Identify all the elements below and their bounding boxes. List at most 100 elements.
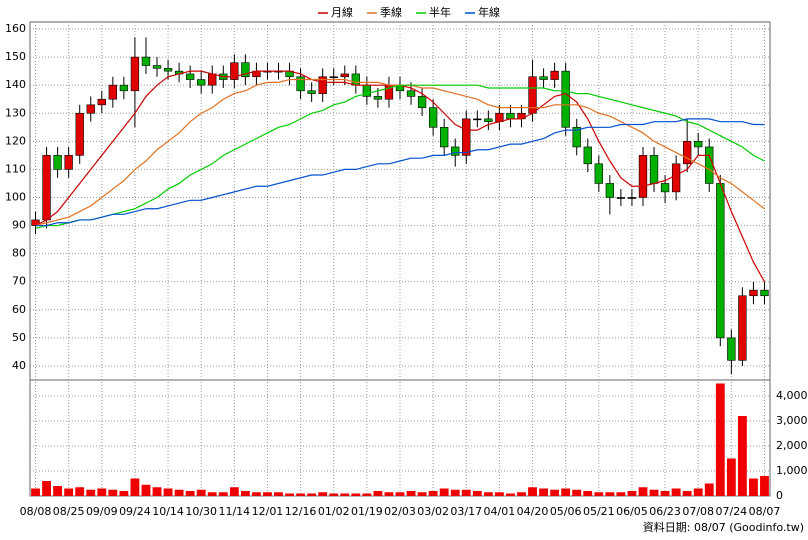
volume-bar — [461, 489, 471, 496]
candle-body — [506, 112, 515, 120]
candle-body — [307, 90, 316, 94]
x-tick-label: 09/09 — [86, 505, 118, 518]
y-tick-label: 90 — [12, 219, 26, 232]
y-tick-label: 160 — [5, 22, 26, 35]
candle-body — [373, 96, 383, 100]
moving-average-line — [35, 84, 765, 229]
volume-bar — [715, 383, 725, 496]
volume-bar — [572, 489, 582, 496]
x-tick-label: 07/24 — [715, 505, 747, 518]
volume-bar — [196, 489, 206, 496]
volume-bar — [274, 492, 283, 496]
x-tick-label: 08/07 — [749, 505, 781, 518]
x-tick-label: 03/17 — [450, 505, 482, 518]
legend-label: 月線 — [331, 5, 353, 19]
candle-body — [671, 163, 681, 193]
volume-bar — [31, 488, 40, 496]
volume-bar — [185, 491, 195, 496]
volume-bar — [417, 492, 427, 496]
candle-body — [75, 112, 84, 156]
y-tick-label: 60 — [12, 303, 26, 316]
volume-bar — [285, 493, 294, 496]
y-tick-label: 40 — [12, 359, 26, 372]
y-tick-label: 80 — [12, 247, 26, 260]
candle-body — [749, 289, 758, 297]
y-tick-label: 110 — [5, 162, 26, 175]
volume-bar — [483, 492, 493, 496]
candle-body — [694, 141, 703, 148]
candle-body — [550, 70, 559, 80]
volume-bar — [450, 489, 460, 496]
volume-bar — [340, 493, 350, 496]
x-tick-label: 02/03 — [384, 505, 416, 518]
candle-body — [649, 155, 659, 184]
volume-bar — [428, 491, 438, 496]
volume-bar — [97, 488, 107, 496]
candle-body — [340, 73, 349, 78]
candle-body — [428, 107, 438, 128]
volume-bar — [726, 458, 736, 496]
candle-body — [130, 56, 140, 92]
candle-body — [583, 146, 592, 165]
volume-bar — [351, 493, 361, 496]
volume-bar — [362, 493, 372, 496]
x-tick-label: 10/14 — [152, 505, 184, 518]
volume-bar — [384, 492, 394, 496]
y-tick-label: 120 — [5, 134, 26, 147]
y-tick-label: 150 — [5, 50, 26, 63]
y2-tick-label: 2,000 — [776, 439, 808, 452]
volume-bar — [439, 488, 449, 496]
candle-body — [616, 197, 626, 199]
volume-bar — [395, 492, 405, 496]
candle-body — [152, 65, 162, 69]
x-tick-label: 11/14 — [218, 505, 250, 518]
y2-tick-label: 0 — [776, 489, 783, 502]
x-tick-label: 08/25 — [53, 505, 85, 518]
volume-bar — [682, 491, 692, 496]
candle-body — [539, 76, 548, 80]
volume-bar — [472, 491, 482, 496]
volume-bar — [539, 488, 548, 496]
candle-body — [716, 183, 725, 339]
volume-bar — [119, 491, 129, 496]
volume-bar — [550, 489, 560, 496]
y-tick-label: 140 — [5, 78, 26, 91]
volume-bar — [318, 492, 328, 496]
candle-body — [462, 118, 471, 156]
x-tick-label: 10/30 — [185, 505, 217, 518]
volume-bar — [760, 476, 769, 496]
candle-body — [185, 73, 195, 80]
volume-bar — [174, 489, 184, 496]
volume-bar — [737, 416, 747, 496]
candle-body — [141, 56, 151, 66]
candle-body — [682, 141, 692, 165]
candle-body — [296, 76, 305, 92]
candle-body — [97, 98, 106, 106]
volume-bar — [671, 488, 681, 496]
y-tick-label: 130 — [5, 106, 26, 119]
candle-body — [53, 155, 62, 170]
candle-body — [473, 118, 482, 121]
volume-bar — [627, 491, 637, 496]
x-tick-label: 05/06 — [550, 505, 582, 518]
candle-body — [760, 289, 769, 297]
candle-body — [163, 68, 173, 72]
candle-body — [42, 155, 51, 221]
x-tick-label: 12/16 — [285, 505, 317, 518]
volume-bar — [517, 492, 526, 496]
candle-body — [208, 73, 217, 86]
candle-body — [417, 96, 427, 108]
volume-bar — [329, 493, 339, 496]
y2-tick-label: 1,000 — [776, 464, 808, 477]
candle-body — [660, 183, 670, 193]
volume-bar — [307, 493, 317, 496]
x-tick-label: 04/01 — [484, 505, 516, 518]
candle-body — [594, 163, 603, 184]
volume-bar — [704, 483, 714, 496]
candle-body — [351, 73, 360, 86]
y-tick-label: 70 — [12, 275, 26, 288]
candle-body — [64, 155, 73, 170]
candle-body — [727, 337, 736, 361]
volume-bar — [506, 493, 515, 496]
